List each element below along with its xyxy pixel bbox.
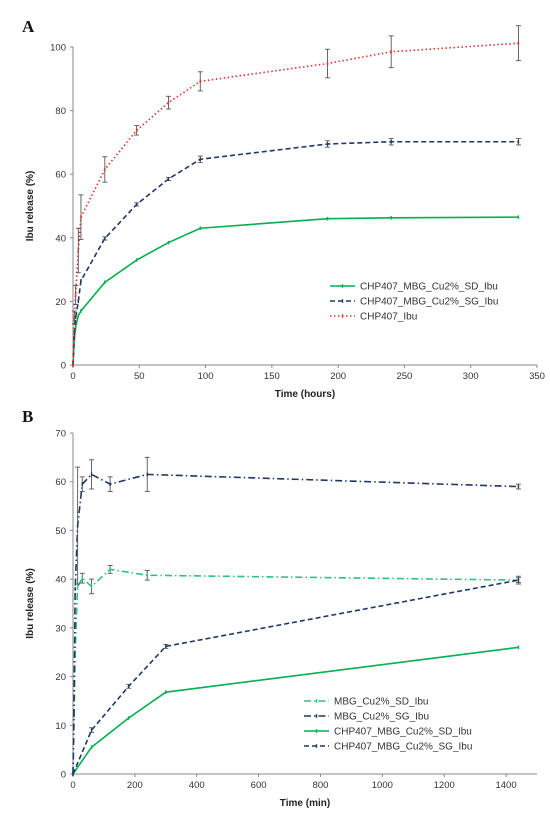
y-tick-label: 70 xyxy=(55,429,66,440)
x-tick-label: 200 xyxy=(127,780,143,791)
x-tick-label: 350 xyxy=(529,371,545,382)
y-tick-label: 20 xyxy=(55,672,66,683)
y-tick-label: 100 xyxy=(50,43,66,54)
legend-label: CHP407_MBG_Cu2%_SD_Ibu xyxy=(334,727,472,738)
x-tick-label: 50 xyxy=(134,371,145,382)
y-tick-label: 20 xyxy=(55,297,66,308)
x-tick-label: 800 xyxy=(313,780,329,791)
legend-label: MBG_Cu2%_SG_Ibu xyxy=(334,712,429,723)
y-tick-label: 30 xyxy=(55,623,66,634)
chart-b: 0 200 400 600 800 1000 1200 1400 0 10 20 30 40 50 60 70… xyxy=(25,429,537,809)
x-tick-label: 0 xyxy=(70,371,75,382)
x-tick-label: 150 xyxy=(264,371,280,382)
legend-label: CHP407_MBG_Cu2%_SG_Ibu xyxy=(360,297,498,308)
x-tick-label: 250 xyxy=(396,371,412,382)
x-tick-label: 1400 xyxy=(495,780,516,791)
series xyxy=(71,25,521,367)
x-axis-title: Time (hours) xyxy=(275,389,335,400)
legend-item: CHP407_MBG_Cu2%_SG_Ibu xyxy=(304,742,472,753)
series xyxy=(72,138,521,367)
series xyxy=(72,575,521,776)
x-tick-label: 1200 xyxy=(434,780,455,791)
legend-item: CHP407_Ibu xyxy=(330,312,417,323)
y-tick-label: 50 xyxy=(55,526,66,537)
x-tick-label: 0 xyxy=(70,780,75,791)
y-tick-label: 80 xyxy=(55,106,66,117)
legend-label: CHP407_MBG_Cu2%_SG_Ibu xyxy=(334,742,472,753)
y-tick-label: 40 xyxy=(55,233,66,244)
x-tick-label: 400 xyxy=(189,780,205,791)
y-tick-label: 0 xyxy=(61,361,66,372)
y-tick-label: 0 xyxy=(61,770,66,781)
y-axis-title: Ibu release (%) xyxy=(25,568,36,639)
panel-label-b: B xyxy=(22,407,33,426)
legend-item: CHP407_MBG_Cu2%_SG_Ibu xyxy=(330,297,498,308)
legend-label: CHP407_MBG_Cu2%_SD_Ibu xyxy=(360,282,498,293)
y-tick-label: 60 xyxy=(55,477,66,488)
y-tick-label: 60 xyxy=(55,170,66,181)
x-tick-label: 300 xyxy=(463,371,479,382)
series xyxy=(72,645,520,776)
y-tick-label: 40 xyxy=(55,575,66,586)
series xyxy=(72,456,521,776)
x-tick-label: 200 xyxy=(330,371,346,382)
legend-item: CHP407_MBG_Cu2%_SD_Ibu xyxy=(330,282,498,293)
panel-label-a: A xyxy=(22,17,35,36)
x-tick-label: 1000 xyxy=(372,780,393,791)
x-tick-label: 600 xyxy=(251,780,267,791)
y-axis-title: Ibu release (%) xyxy=(25,171,36,242)
legend-item: MBG_Cu2%_SG_Ibu xyxy=(304,712,429,723)
legend: CHP407_MBG_Cu2%_SD_Ibu CHP407_MBG_Cu2%_SG… xyxy=(330,282,498,323)
series-line xyxy=(72,42,519,366)
x-axis-title: Time (min) xyxy=(280,798,330,809)
legend-item: CHP407_MBG_Cu2%_SD_Ibu xyxy=(304,727,472,738)
series-line xyxy=(72,140,519,366)
legend-label: CHP407_Ibu xyxy=(360,312,417,323)
x-tick-label: 100 xyxy=(198,371,214,382)
y-tick-label: 10 xyxy=(55,721,66,732)
legend-item: MBG_Cu2%_SD_Ibu xyxy=(304,697,429,708)
legend: MBG_Cu2%_SD_Ibu MBG_Cu2%_SG_Ibu CHP407_MBG… xyxy=(304,697,472,753)
legend-label: MBG_Cu2%_SD_Ibu xyxy=(334,697,429,708)
series-line xyxy=(72,646,519,775)
chart-a: 0 50 100 150 200 250 300 350 0 20 40 60 80 100 Time (h… xyxy=(25,25,545,400)
